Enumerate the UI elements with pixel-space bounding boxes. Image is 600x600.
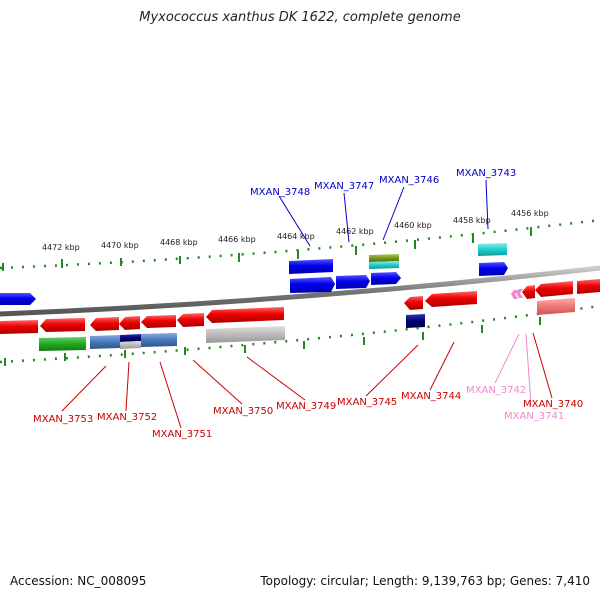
gene-mxan-3740-b[interactable] [535, 281, 573, 297]
scale-label: 4460 kbp [394, 221, 432, 230]
gene-label-mxan-3752[interactable]: MXAN_3752 [97, 412, 157, 423]
gene-label-mxan-3749[interactable]: MXAN_3749 [276, 401, 336, 412]
gene-mxan-3749-a[interactable] [206, 307, 284, 323]
scale-label: 4458 kbp [453, 216, 491, 225]
gene-mxan-3752-b[interactable] [119, 316, 140, 330]
gene-label-mxan-3753[interactable]: MXAN_3753 [33, 414, 93, 425]
forward-strand-genes [0, 243, 508, 305]
gene-mxan-3746-b[interactable] [369, 261, 399, 269]
gene-label-mxan-3740[interactable]: MXAN_3740 [523, 399, 583, 410]
reverse-gene-labels: MXAN_3753 MXAN_3752 MXAN_3751 MXAN_3750 … [33, 385, 583, 440]
scale-labels: 4472 kbp 4470 kbp 4468 kbp 4466 kbp 4464… [42, 209, 549, 252]
genome-summary: Topology: circular; Length: 9,139,763 bp… [260, 574, 590, 588]
gene-mxan-3752-d[interactable] [120, 341, 141, 349]
gene-arrow[interactable] [0, 293, 36, 305]
gene-mxan-3752-c[interactable] [120, 334, 141, 342]
upper-scale-ruler [0, 218, 600, 271]
forward-leader-lines [278, 179, 489, 247]
gene-mxan-3743-b[interactable] [479, 262, 508, 276]
gene-mxan-3753-a[interactable] [40, 318, 85, 332]
gene-label-mxan-3747[interactable]: MXAN_3747 [314, 181, 374, 192]
gene-mxan-3752-a[interactable] [90, 317, 119, 331]
gene-label-mxan-3744[interactable]: MXAN_3744 [401, 391, 461, 402]
gene-label-mxan-3750[interactable]: MXAN_3750 [213, 406, 273, 417]
gene-mxan-3748[interactable] [289, 259, 333, 274]
gene-mxan-3750[interactable] [206, 326, 285, 343]
gene-label-mxan-3741[interactable]: MXAN_3741 [504, 411, 564, 422]
gene-mxan-3746[interactable] [369, 254, 399, 262]
gene-mxan-3753[interactable] [39, 337, 86, 351]
scale-label: 4468 kbp [160, 238, 198, 247]
gene-mxan-3746-c[interactable] [371, 272, 401, 285]
gene-label-mxan-3746[interactable]: MXAN_3746 [379, 175, 439, 186]
gene-mxan-3745[interactable] [406, 314, 425, 328]
genome-backbone [0, 265, 600, 317]
gene-mxan-3740-a[interactable] [522, 285, 535, 299]
scale-label: 4466 kbp [218, 235, 256, 244]
scale-label: 4472 kbp [42, 243, 80, 252]
gene-mxan-3742[interactable] [511, 290, 518, 299]
gene-mxan-3741[interactable] [516, 289, 523, 298]
gene-label-mxan-3745[interactable]: MXAN_3745 [337, 397, 397, 408]
gene-mxan-3745-a[interactable] [404, 296, 423, 310]
scale-label: 4456 kbp [511, 209, 549, 218]
gene-label-mxan-3751[interactable]: MXAN_3751 [152, 429, 212, 440]
gene-mxan-3748-b[interactable] [290, 277, 335, 293]
gene-arrow[interactable] [0, 320, 38, 334]
gene-arrow[interactable] [577, 279, 600, 294]
gene-label-mxan-3742[interactable]: MXAN_3742 [466, 385, 526, 396]
gene-mxan-3744[interactable] [425, 291, 477, 307]
gene-label-mxan-3743[interactable]: MXAN_3743 [456, 168, 516, 179]
forward-gene-labels: MXAN_3748 MXAN_3747 MXAN_3746 MXAN_3743 [250, 168, 516, 198]
lower-scale-ruler [0, 304, 600, 366]
reverse-strand-genes [0, 279, 600, 351]
reverse-leader-lines [61, 332, 553, 429]
accession-label: Accession: NC_008095 [10, 574, 147, 588]
gene-mxan-3751-a[interactable] [141, 315, 176, 328]
scale-label: 4464 kbp [277, 232, 315, 241]
gene-label-mxan-3748[interactable]: MXAN_3748 [250, 187, 310, 198]
map-title: Myxococcus xanthus DK 1622, complete gen… [139, 10, 461, 25]
pink-leader-lines [494, 333, 532, 406]
gene-mxan-3740[interactable] [537, 298, 575, 315]
scale-label: 4470 kbp [101, 241, 139, 250]
gene-mxan-3751[interactable] [141, 333, 177, 347]
gene-mxan-3747[interactable] [336, 275, 370, 289]
gene-mxan-3752[interactable] [90, 335, 120, 349]
gene-mxan-3750-a[interactable] [177, 313, 204, 327]
scale-label: 4462 kbp [336, 227, 374, 236]
gene-mxan-3743[interactable] [478, 243, 507, 256]
